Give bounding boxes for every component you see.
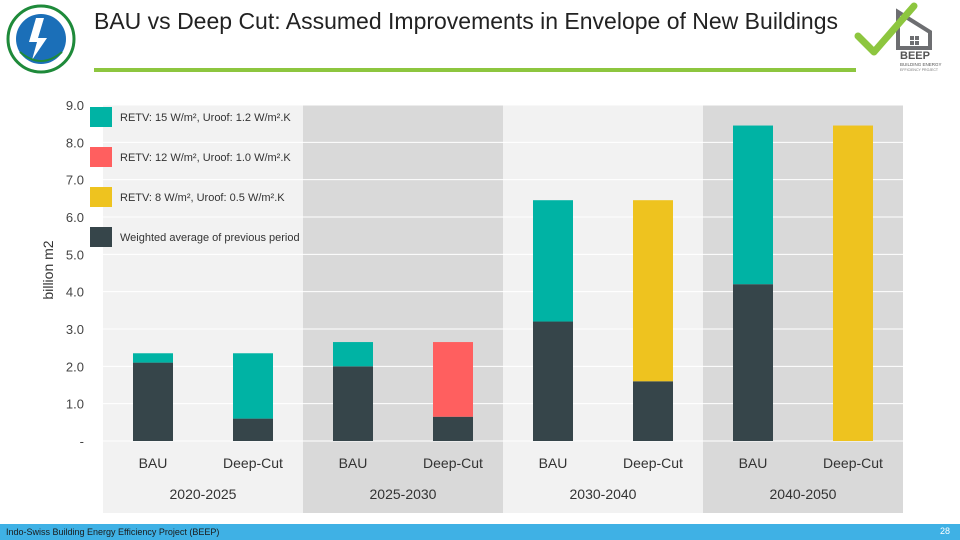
bar-segment [533,321,573,441]
bar-segment [133,353,173,363]
bar-segment [433,342,473,417]
bar-segment [333,342,373,367]
bar-segment [133,362,173,441]
y-tick-label: 2.0 [66,359,84,374]
x-category-label: BAU [339,455,368,471]
footer-bar: Indo-Swiss Building Energy Efficiency Pr… [0,524,960,540]
period-band [303,105,503,513]
x-category-label: BAU [139,455,168,471]
x-category-label: BAU [739,455,768,471]
beep-logo: BEEP BUILDING ENERGY EFFICIENCY PROJECT [854,2,942,72]
stacked-bar-chart: - 1.0 2.0 3.0 4.0 5.0 6.0 7.0 8.0 9.0 BAU Deep-Cut… [40,98,903,513]
page-title: BAU vs Deep Cut: Assumed Improvements in… [94,8,839,34]
y-tick-label: 8.0 [66,135,84,150]
legend-swatch [90,147,112,167]
y-axis-label: billion m2 [40,240,56,299]
page-number: 28 [939,526,950,536]
bar-segment [733,284,773,441]
legend-swatch [90,187,112,207]
x-group-label: 2040-2050 [770,486,837,502]
y-tick-label: 5.0 [66,247,84,262]
bar-segment [633,200,673,382]
legend-swatch [90,107,112,127]
x-group-label: 2030-2040 [570,486,637,502]
x-category-label: Deep-Cut [223,455,283,471]
y-tick-label: 9.0 [66,98,84,113]
ministry-logo [6,4,76,74]
bar-segment [633,381,673,441]
bar-segment [333,366,373,441]
y-tick-label: 7.0 [66,173,84,188]
title-divider [94,68,856,72]
y-tick-label: 3.0 [66,322,84,337]
legend-label: RETV: 15 W/m², Uroof: 1.2 W/m².K [120,112,291,124]
logo-right-subtext: BUILDING ENERGY [900,62,942,67]
bar-segment [733,125,773,285]
bar-segment [233,353,273,419]
x-group-label: 2020-2025 [170,486,237,502]
y-tick-label: 1.0 [66,397,84,412]
footer-text: Indo-Swiss Building Energy Efficiency Pr… [6,527,220,537]
x-category-label: Deep-Cut [423,455,483,471]
bar-segment [833,125,873,442]
y-tick-label: 6.0 [66,210,84,225]
logo-right-tagline: EFFICIENCY PROJECT [900,68,939,72]
y-tick-label: - [80,434,84,449]
x-category-label: Deep-Cut [823,455,883,471]
legend-swatch [90,227,112,247]
x-category-label: Deep-Cut [623,455,683,471]
legend-label: RETV: 8 W/m², Uroof: 0.5 W/m².K [120,192,285,204]
x-category-label: BAU [539,455,568,471]
bar-segment [533,200,573,322]
legend-label: Weighted average of previous period [120,232,300,244]
logo-right-text: BEEP [900,50,930,62]
legend-label: RETV: 12 W/m², Uroof: 1.0 W/m².K [120,152,291,164]
x-group-label: 2025-2030 [370,486,437,502]
y-tick-label: 4.0 [66,285,84,300]
period-band [103,105,303,513]
bar-segment [433,416,473,441]
bar-segment [233,418,273,441]
